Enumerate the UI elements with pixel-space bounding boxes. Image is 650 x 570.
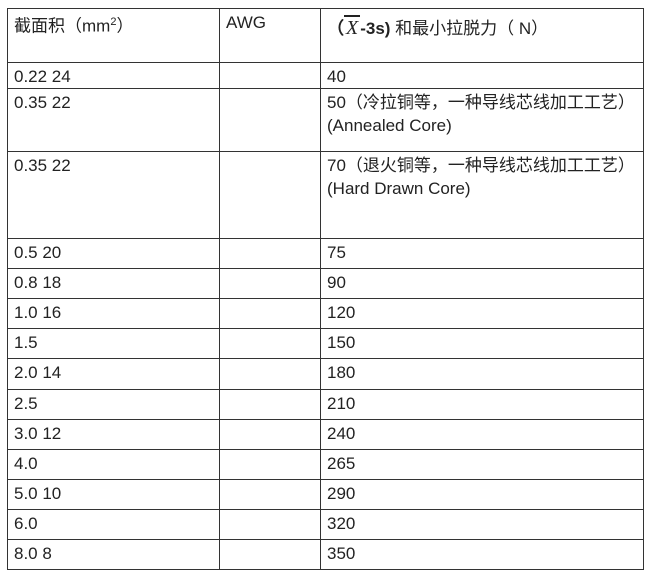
table-row: 0.22 24 40 <box>7 62 644 89</box>
cell-force: 150 <box>320 328 644 359</box>
force-suffix: -3s) <box>360 19 391 38</box>
table-row: 0.35 22 70（退火铜等，一种导线芯线加工工艺） (Hard Drawn C… <box>7 151 644 239</box>
table-row: 2.5 210 <box>7 389 644 420</box>
cell-force: 120 <box>320 298 644 329</box>
area-unit: mm <box>82 16 111 36</box>
cell-force: 90 <box>320 268 644 299</box>
cell-force: 350 <box>320 539 644 570</box>
cell-force: 50（冷拉铜等，一种导线芯线加工工艺） (Annealed Core) <box>320 88 644 152</box>
table-row: 5.0 10 290 <box>7 479 644 510</box>
area-close: ） <box>116 16 134 36</box>
header-row: 截面积（mm2） AWG （X -3s) 和最小拉脱力（ N） <box>7 8 644 63</box>
force-label: 和最小拉脱力（ N） <box>390 19 549 38</box>
cell-area: 1.0 16 <box>7 298 220 329</box>
cell-force: 290 <box>320 479 644 510</box>
cell-area: 2.0 14 <box>7 358 220 390</box>
cell-awg <box>219 298 321 329</box>
cell-awg <box>219 419 321 450</box>
cell-area: 0.35 22 <box>7 151 220 239</box>
table-row: 1.0 16 120 <box>7 298 644 329</box>
cell-force: 40 <box>320 62 644 89</box>
table-row: 2.0 14 180 <box>7 358 644 390</box>
cell-force: 265 <box>320 449 644 480</box>
area-exponent: 2 <box>110 16 117 28</box>
table-row: 6.0 320 <box>7 509 644 540</box>
cell-force: 70（退火铜等，一种导线芯线加工工艺） (Hard Drawn Core) <box>320 151 644 239</box>
cell-awg <box>219 509 321 540</box>
cell-force: 320 <box>320 509 644 540</box>
cell-area: 0.35 22 <box>7 88 220 152</box>
force-open: （ <box>327 19 344 38</box>
cell-area: 8.0 8 <box>7 539 220 570</box>
table-row: 8.0 8 350 <box>7 539 644 570</box>
table-row: 0.8 18 90 <box>7 268 644 299</box>
wire-pullout-table: 截面积（mm2） AWG （X -3s) 和最小拉脱力（ N） 0.22 24 40… <box>7 8 644 570</box>
header-force: （X -3s) 和最小拉脱力（ N） <box>320 8 644 63</box>
cell-awg <box>219 151 321 239</box>
cell-area: 4.0 <box>7 449 220 480</box>
cell-force: 240 <box>320 419 644 450</box>
area-label: 截面积（ <box>14 16 82 36</box>
cell-area: 0.5 20 <box>7 238 220 269</box>
cell-area: 0.8 18 <box>7 268 220 299</box>
cell-area: 1.5 <box>7 328 220 359</box>
table-row: 0.5 20 75 <box>7 238 644 269</box>
cell-awg <box>219 449 321 480</box>
cell-force: 180 <box>320 358 644 390</box>
force-symbol: X <box>344 15 361 39</box>
table-row: 4.0 265 <box>7 449 644 480</box>
table-row: 1.5 150 <box>7 328 644 359</box>
table-row: 0.35 22 50（冷拉铜等，一种导线芯线加工工艺） (Annealed Cor… <box>7 88 644 152</box>
header-awg: AWG <box>219 8 321 63</box>
cell-awg <box>219 62 321 89</box>
cell-awg <box>219 88 321 152</box>
cell-area: 5.0 10 <box>7 479 220 510</box>
cell-area: 6.0 <box>7 509 220 540</box>
cell-force: 75 <box>320 238 644 269</box>
cell-awg <box>219 358 321 390</box>
cell-awg <box>219 328 321 359</box>
cell-awg <box>219 389 321 420</box>
cell-area: 0.22 24 <box>7 62 220 89</box>
table-row: 3.0 12 240 <box>7 419 644 450</box>
cell-awg <box>219 268 321 299</box>
cell-area: 2.5 <box>7 389 220 420</box>
cell-area: 3.0 12 <box>7 419 220 450</box>
cell-awg <box>219 238 321 269</box>
cell-force: 210 <box>320 389 644 420</box>
header-area: 截面积（mm2） <box>7 8 220 63</box>
cell-awg <box>219 479 321 510</box>
cell-awg <box>219 539 321 570</box>
